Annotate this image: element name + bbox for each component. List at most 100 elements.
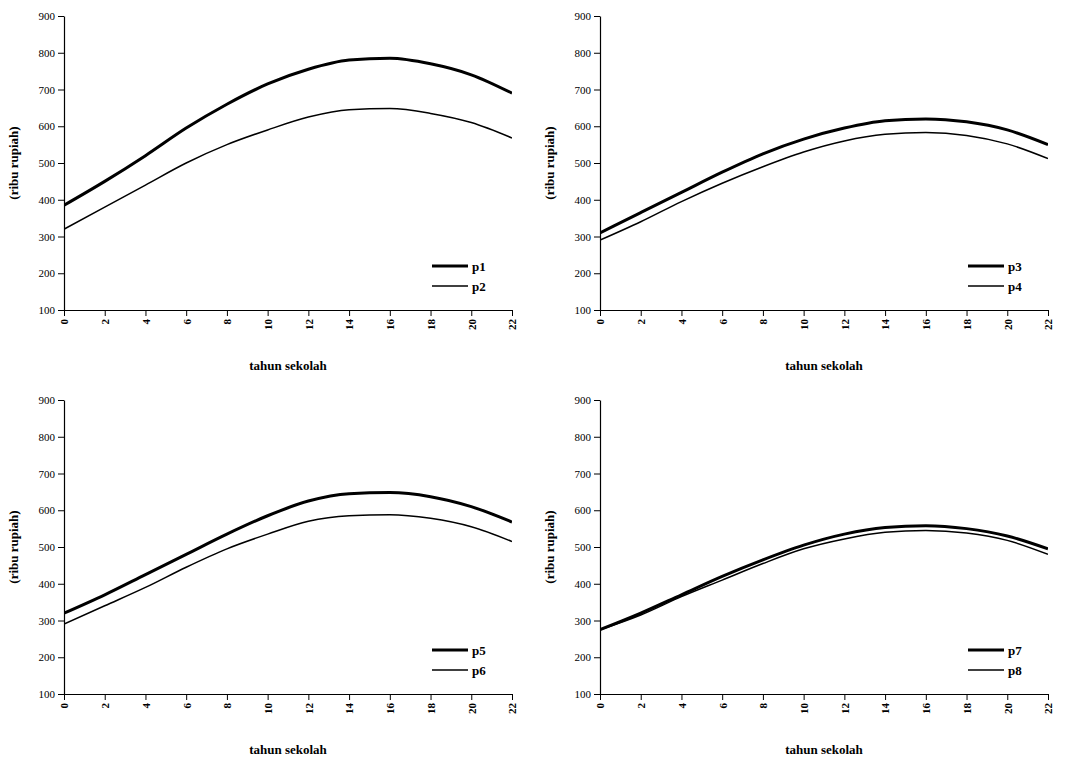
x-tick-label: 12 [839,703,851,715]
x-tick-mark [681,694,682,700]
legend-label: p1 [472,259,486,274]
y-tick: 900 [39,10,65,22]
y-tick-mark [58,510,64,511]
y-tick: 800 [575,431,601,443]
line [64,515,512,625]
panel: 0246810121416182022100200300400500600700… [6,394,518,757]
x-tick-label: 18 [961,703,973,715]
legend-swatch [432,285,468,287]
x-axis-line [601,694,1049,695]
y-tick-label: 800 [575,431,592,443]
x-tick-mark [926,310,927,316]
x-tick-mark [722,310,723,316]
y-tick: 400 [575,578,601,590]
y-tick: 400 [39,194,65,206]
x-tick-label: 16 [384,319,396,331]
line [600,530,1048,629]
x-tick: 10 [798,694,810,714]
y-tick: 600 [575,504,601,516]
x-tick-label: 0 [594,319,606,325]
x-tick-label: 12 [303,703,315,715]
y-tick: 800 [39,431,65,443]
x-tick: 6 [717,694,729,709]
y-tick: 200 [575,651,601,663]
x-tick: 6 [181,310,193,325]
legend-label: p4 [1008,279,1022,294]
x-tick-mark [512,310,513,316]
y-axis: 100200300400500600700800900 [575,10,601,316]
y-tick-mark [58,657,64,658]
x-tick-mark [308,310,309,316]
x-tick-mark [967,310,968,316]
y-tick-label: 600 [575,120,592,132]
x-tick-mark [844,694,845,700]
y-tick-label: 900 [39,10,56,22]
x-tick: 16 [920,310,932,330]
y-tick-mark [58,694,64,695]
x-tick: 2 [635,694,647,709]
x-tick: 16 [384,694,396,714]
x-tick: 4 [676,310,688,325]
y-tick-label: 200 [575,267,592,279]
panel: 0246810121416182022100200300400500600700… [542,10,1054,373]
x-tick-mark [64,310,65,316]
y-tick-mark [58,437,64,438]
x-tick: 0 [58,310,70,325]
y-axis-line [64,401,65,695]
y-tick-mark [594,163,600,164]
x-tick-label: 8 [221,703,233,709]
panel: 0246810121416182022100200300400500600700… [6,10,518,373]
x-tick: 14 [879,694,891,714]
y-tick-mark [594,200,600,201]
x-tick-label: 16 [920,319,932,331]
y-tick-label: 100 [575,688,592,700]
y-tick-label: 500 [575,541,592,553]
y-tick: 900 [575,394,601,406]
x-tick: 2 [99,694,111,709]
x-tick-label: 6 [181,703,193,709]
x-tick-mark [763,310,764,316]
x-tick: 4 [140,310,152,325]
y-tick-mark [594,400,600,401]
x-axis-title: tahun sekolah [249,358,327,373]
x-tick: 4 [140,694,152,709]
legend-label: p7 [1008,643,1022,658]
x-tick: 22 [1042,310,1054,330]
x-tick-mark [268,694,269,700]
y-tick-label: 800 [39,431,56,443]
x-tick: 6 [181,694,193,709]
x-tick: 8 [757,310,769,325]
legend-swatch [968,649,1004,652]
x-tick: 22 [1042,694,1054,714]
x-tick: 22 [506,310,518,330]
y-tick: 900 [575,10,601,22]
x-tick: 20 [466,310,478,330]
x-tick-mark [64,694,65,700]
x-tick-mark [926,694,927,700]
x-tick-mark [268,310,269,316]
x-tick-label: 16 [384,703,396,715]
y-axis-title: (ribu rupiah) [542,126,557,199]
y-tick: 200 [39,651,65,663]
x-tick-label: 18 [961,319,973,331]
y-tick-mark [58,163,64,164]
y-tick: 100 [575,304,601,316]
x-tick-label: 2 [99,319,111,325]
x-tick-mark [1048,310,1049,316]
x-tick-label: 2 [99,703,111,709]
y-tick: 400 [39,578,65,590]
y-tick-label: 900 [575,394,592,406]
x-tick-mark [186,694,187,700]
y-tick-label: 400 [575,194,592,206]
y-tick: 500 [575,157,601,169]
panel: 0246810121416182022100200300400500600700… [542,394,1054,757]
line [64,58,512,205]
x-tick-mark [681,310,682,316]
y-axis: 100200300400500600700800900 [575,394,601,700]
line [600,526,1048,630]
x-tick-label: 20 [466,319,478,331]
x-tick-label: 14 [343,703,355,715]
y-tick-mark [594,694,600,695]
x-tick-label: 10 [262,703,274,715]
y-axis-title: (ribu rupiah) [6,510,21,583]
